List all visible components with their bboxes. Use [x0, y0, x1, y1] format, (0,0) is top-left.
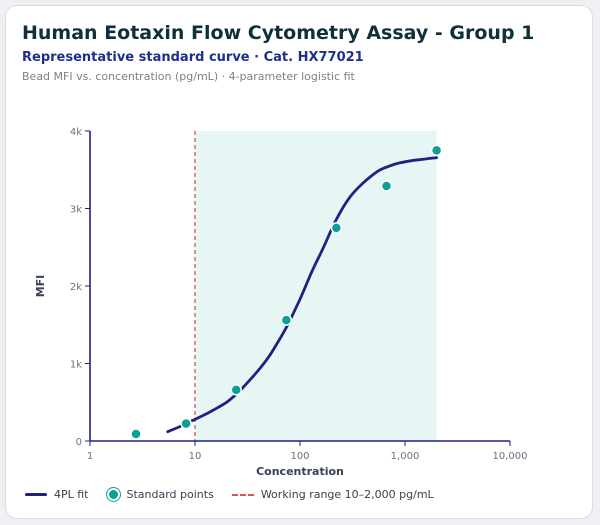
standard-point	[230, 384, 242, 396]
chart-subtitle: Representative standard curve · Cat. HX7…	[22, 50, 364, 65]
legend-fit-label: 4PL fit	[54, 488, 89, 501]
y-tick-label: 0	[76, 437, 82, 448]
standard-point	[130, 428, 142, 440]
standard-point	[380, 180, 393, 192]
y-tick-label: 3k	[70, 205, 82, 216]
legend-points-swatch	[106, 488, 120, 501]
y-tick-label: 4k	[70, 127, 82, 138]
fit-curve	[166, 156, 438, 434]
chart-title: Human Eotaxin Flow Cytometry Assay - Gro…	[22, 22, 535, 44]
y-tick-label: 1k	[70, 360, 82, 371]
x-tick-label: 10,000	[493, 451, 528, 462]
legend-item-fit: 4PL fit	[25, 488, 89, 501]
working-range-band	[195, 131, 437, 441]
legend-range-swatch	[231, 493, 254, 496]
x-tick-label: 1,000	[391, 451, 420, 462]
x-tick-label: 1	[87, 451, 93, 462]
standard-point	[280, 314, 293, 326]
legend-item-points: Standard points	[106, 488, 214, 501]
standard-point	[180, 417, 192, 430]
y-tick-label: 2k	[70, 282, 82, 293]
legend: 4PL fit Standard points Working range 10…	[25, 488, 452, 501]
y-axis-title: MFI	[34, 275, 47, 298]
x-tick-label: 10	[189, 451, 202, 462]
x-tick-label: 100	[290, 451, 309, 462]
chart-caption: Bead MFI vs. concentration (pg/mL) · 4-p…	[22, 70, 355, 83]
standard-point	[430, 144, 443, 157]
legend-item-range: Working range 10–2,000 pg/mL	[231, 488, 434, 501]
legend-fit-swatch	[25, 493, 47, 496]
standard-point	[330, 222, 343, 234]
legend-range-label: Working range 10–2,000 pg/mL	[260, 488, 434, 501]
legend-points-label: Standard points	[126, 488, 214, 501]
x-axis-title: Concentration	[256, 465, 344, 478]
